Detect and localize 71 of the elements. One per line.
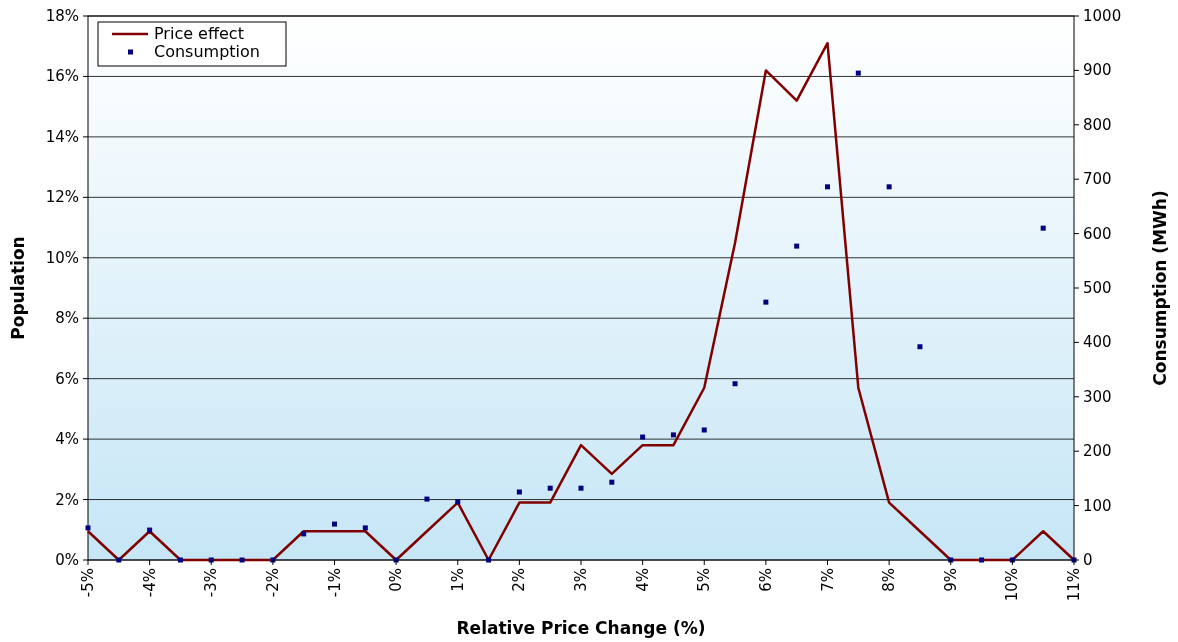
y2-tick-label: 400 <box>1083 333 1112 352</box>
y2-axis-title: Consumption (MWh) <box>1150 190 1170 386</box>
y2-tick-label: 100 <box>1083 496 1112 515</box>
y-tick-label: 18% <box>45 7 79 25</box>
y-tick-label: 6% <box>55 369 79 388</box>
x-tick-label: 5% <box>695 568 714 592</box>
y-tick-label: 2% <box>55 490 79 509</box>
y2-tick-label: 700 <box>1083 170 1112 189</box>
y2-tick-label: 900 <box>1083 61 1112 80</box>
x-tick-label: 0% <box>387 568 406 592</box>
y-tick-label: 4% <box>55 430 79 449</box>
y2-tick-label: 500 <box>1083 279 1112 297</box>
point <box>825 184 830 190</box>
y2-tick-label: 600 <box>1083 224 1112 243</box>
y2-tick-label: 1000 <box>1083 7 1122 25</box>
point <box>455 499 461 505</box>
point <box>979 557 985 563</box>
x-tick-label: 6% <box>756 568 775 592</box>
y-tick-label: 0% <box>55 551 79 569</box>
point <box>701 427 707 433</box>
point <box>516 489 522 495</box>
y2-tick-label: 800 <box>1083 115 1112 134</box>
point <box>486 557 492 563</box>
point <box>732 381 738 387</box>
point <box>609 479 615 485</box>
point <box>794 243 800 249</box>
x-tick-label: 1% <box>448 568 467 592</box>
point <box>917 344 923 350</box>
y-tick-label: 8% <box>55 309 79 328</box>
point <box>763 299 769 305</box>
x-tick-label: 9% <box>941 568 960 592</box>
point <box>640 434 646 440</box>
x-tick-label: -3% <box>202 568 221 598</box>
y-tick-label: 14% <box>45 127 79 146</box>
x-tick-label: 10% <box>1003 568 1022 602</box>
point <box>177 557 183 563</box>
point <box>147 527 153 533</box>
point <box>1040 225 1046 231</box>
legend-label: Consumption <box>154 42 260 61</box>
y2-tick-label: 200 <box>1083 442 1112 461</box>
point <box>239 557 245 563</box>
y-tick-label: 16% <box>45 67 79 86</box>
y2-tick-label: 0 <box>1083 551 1093 569</box>
x-tick-label: -1% <box>325 568 344 598</box>
point <box>886 184 892 190</box>
x-tick-label: 4% <box>633 568 652 592</box>
y-tick-label: 10% <box>45 248 79 267</box>
point <box>332 521 337 527</box>
point <box>855 70 861 76</box>
point <box>362 525 368 531</box>
line-series <box>86 41 1076 562</box>
point <box>547 485 553 491</box>
y2-tick-label: 300 <box>1083 387 1112 406</box>
x-tick-label: -5% <box>79 568 97 598</box>
x-tick-label: 7% <box>818 568 837 592</box>
point <box>670 432 676 438</box>
x-axis-title: Relative Price Change (%) <box>456 618 706 638</box>
x-tick-label: -4% <box>140 568 159 598</box>
point <box>85 525 91 531</box>
x-tick-label: 3% <box>572 568 590 592</box>
point <box>424 496 430 502</box>
point <box>578 485 584 491</box>
y-tick-label: 12% <box>45 188 79 207</box>
x-tick-label: 11% <box>1065 568 1083 602</box>
point <box>301 531 307 537</box>
point <box>116 557 122 563</box>
x-tick-label: 2% <box>510 568 529 592</box>
x-tick-label: -2% <box>263 568 282 598</box>
x-tick-label: 8% <box>880 568 899 592</box>
y-axis-title: Population <box>8 236 28 340</box>
legend-label: Price effect <box>154 24 244 43</box>
